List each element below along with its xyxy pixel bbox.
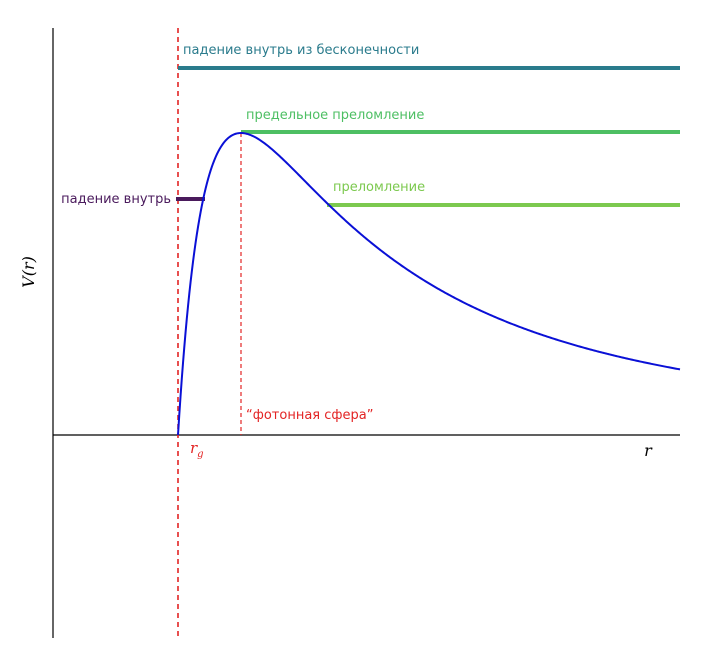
potential-curve [177, 131, 681, 436]
rg-label: rg [190, 439, 204, 460]
critical-refraction-label: предельное преломление [246, 108, 424, 123]
infall-from-infinity-label: падение внутрь из бесконечности [183, 43, 419, 58]
y-axis-label: V(r) [19, 256, 38, 288]
refraction-label: преломление [333, 180, 425, 195]
x-axis-label: r [644, 441, 653, 460]
infall-label: падение внутрь [61, 192, 171, 207]
photon-sphere-label: “фотонная сфера” [246, 408, 373, 423]
